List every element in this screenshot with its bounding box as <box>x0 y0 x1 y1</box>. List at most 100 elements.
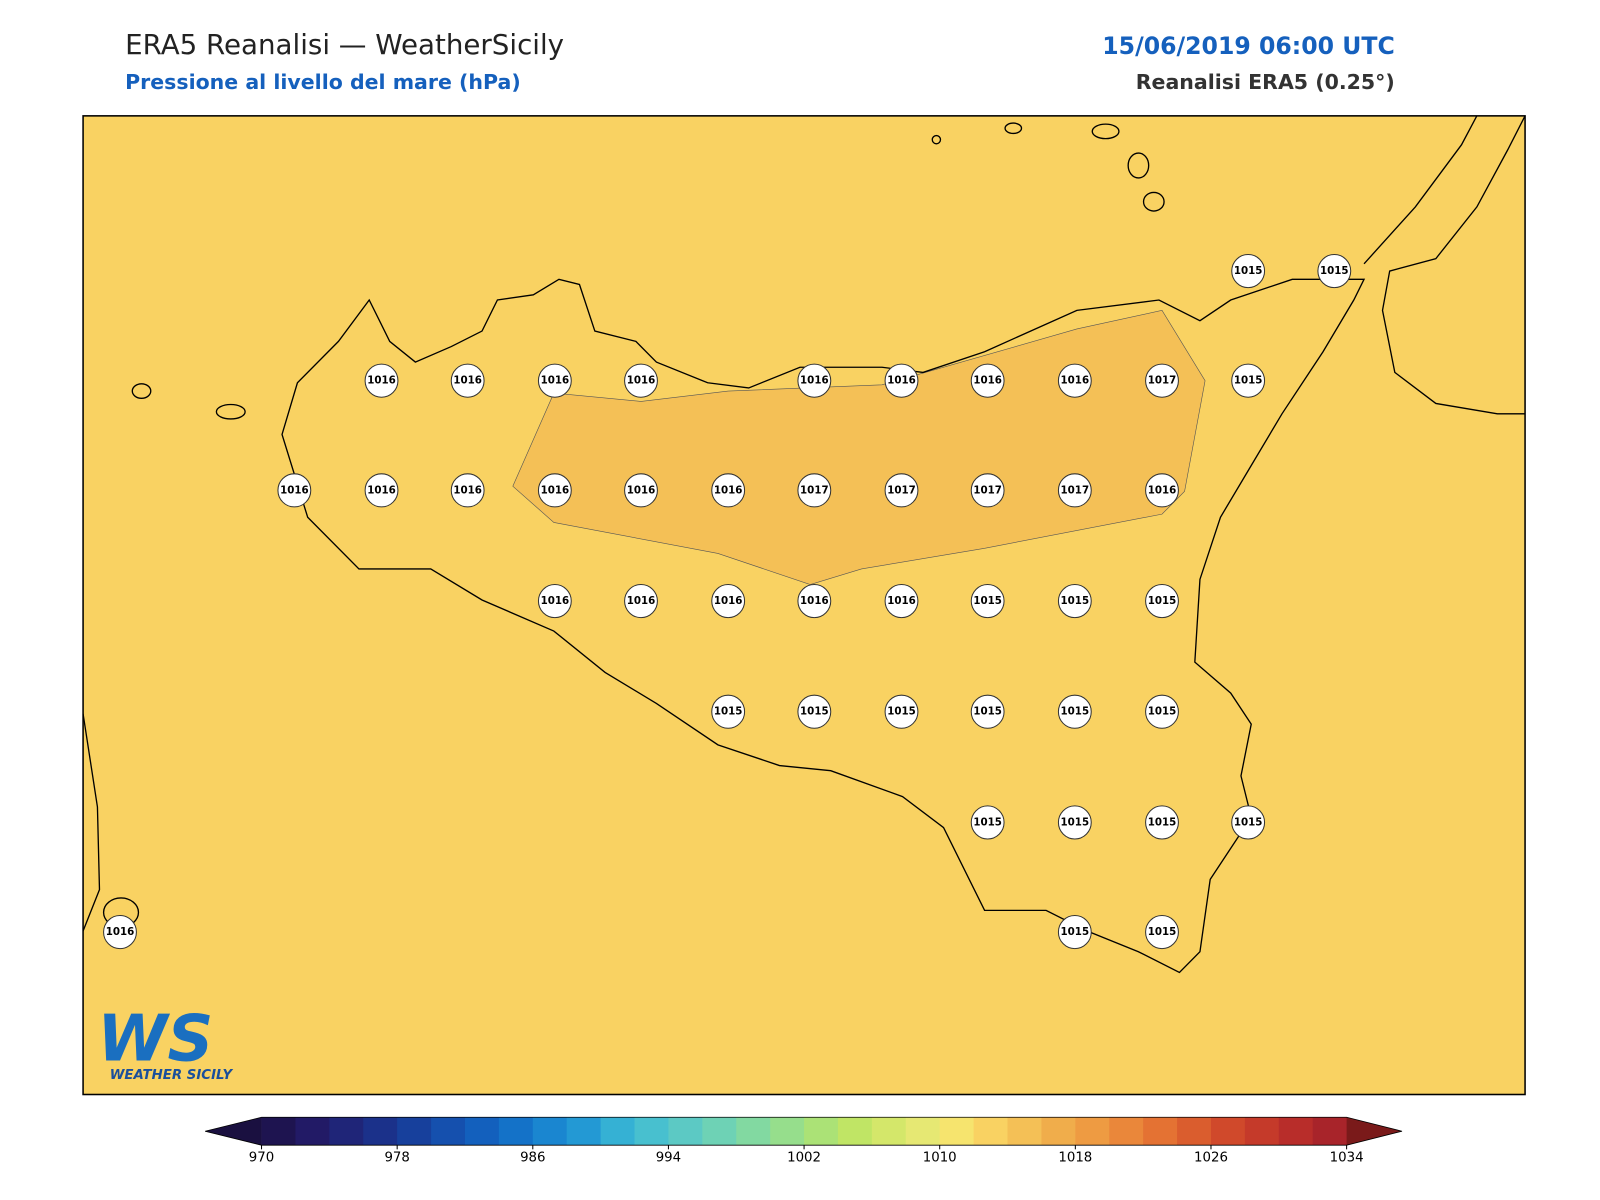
colorbar-tick-label: 1010 <box>923 1151 957 1166</box>
title: ERA5 Reanalisi — WeatherSicily <box>125 28 564 61</box>
station-marker <box>537 473 572 508</box>
colorbar-swatch <box>532 1117 568 1146</box>
station-marker <box>884 583 919 619</box>
station-label: 1016 <box>106 926 135 938</box>
station-marker <box>624 583 658 619</box>
station-marker <box>450 363 485 398</box>
station: 1017 <box>884 473 919 508</box>
station: 1016 <box>364 363 399 398</box>
station: 1015 <box>970 694 1005 729</box>
station-marker <box>1145 473 1179 508</box>
figure-root: ERA5 Reanalisi — WeatherSicily Pressione… <box>82 28 1526 1166</box>
station-label: 1017 <box>1148 375 1177 387</box>
colorbar-tick-label: 1002 <box>787 1151 821 1166</box>
station-label: 1016 <box>800 595 829 607</box>
colorbar-swatch <box>1109 1117 1144 1146</box>
station-label: 1016 <box>973 375 1002 387</box>
station: 1015 <box>1057 583 1092 619</box>
colorbar-swatch <box>397 1117 432 1146</box>
station-label: 1015 <box>1148 595 1177 607</box>
colorbar-tick-label: 1026 <box>1194 1151 1228 1166</box>
station-marker <box>1057 915 1092 950</box>
station-marker <box>1145 915 1179 950</box>
station-marker <box>1145 805 1179 840</box>
island <box>931 134 942 145</box>
station: 1016 <box>797 363 832 398</box>
logo-mark: WS <box>97 1002 213 1076</box>
station-marker <box>797 473 832 508</box>
colorbar-tick-label: 1018 <box>1058 1151 1092 1166</box>
stations: 1015 1015 1016 1016 1016 1016 1016 1016 1016 1016… <box>103 253 1352 950</box>
colorbar-swatch <box>363 1117 398 1146</box>
colorbar-swatch <box>1210 1117 1246 1146</box>
station: 1016 <box>624 473 658 508</box>
source: Reanalisi ERA5 (0.25°) <box>1136 70 1395 94</box>
station: 1015 <box>1145 915 1179 950</box>
calabria-coast <box>1381 115 1526 415</box>
station-label: 1015 <box>1234 265 1263 277</box>
station-label: 1015 <box>973 816 1002 828</box>
station: 1016 <box>450 473 485 508</box>
station-label: 1015 <box>1148 706 1177 718</box>
colorbar-swatch <box>600 1117 636 1146</box>
colorbar-swatch <box>1041 1117 1076 1146</box>
station-label: 1015 <box>973 595 1002 607</box>
station: 1016 <box>797 583 832 619</box>
station: 1016 <box>364 473 399 508</box>
subtitle: Pressione al livello del mare (hPa) <box>125 70 521 94</box>
station-marker <box>364 363 399 398</box>
island <box>131 383 152 399</box>
station-marker <box>277 473 312 508</box>
station: 1016 <box>1057 363 1092 398</box>
station-label: 1015 <box>1061 706 1090 718</box>
station: 1016 <box>711 583 746 619</box>
colorbar-swatch <box>1312 1117 1348 1146</box>
station: 1015 <box>1057 915 1092 950</box>
station-marker <box>537 363 572 398</box>
station-label: 1016 <box>887 595 916 607</box>
station: 1016 <box>1145 473 1179 508</box>
station: 1017 <box>1057 473 1092 508</box>
station-label: 1016 <box>453 484 482 496</box>
station: 1017 <box>797 473 832 508</box>
station-marker <box>711 694 746 729</box>
station-marker <box>103 915 137 950</box>
station: 1016 <box>624 583 658 619</box>
station: 1016 <box>970 363 1005 398</box>
colorbar-swatch <box>566 1117 602 1146</box>
station-marker <box>970 363 1005 398</box>
station-marker <box>797 694 832 729</box>
island <box>1127 152 1150 179</box>
station: 1017 <box>970 473 1005 508</box>
station-label: 1016 <box>627 375 656 387</box>
station-marker <box>1057 473 1092 508</box>
station-label: 1016 <box>453 375 482 387</box>
colorbar-tick-label: 1034 <box>1330 1151 1364 1166</box>
colorbar-swatch <box>431 1117 466 1146</box>
station: 1015 <box>1145 694 1179 729</box>
station-label: 1015 <box>714 706 743 718</box>
colorbar-tick-label: 970 <box>249 1151 274 1166</box>
station-label: 1016 <box>800 375 829 387</box>
station: 1015 <box>1231 805 1266 840</box>
station: 1016 <box>277 473 312 508</box>
station-label: 1015 <box>1061 926 1090 938</box>
station: 1015 <box>884 694 919 729</box>
station-label: 1016 <box>1148 484 1177 496</box>
station: 1015 <box>1231 253 1266 289</box>
station: 1015 <box>1145 805 1179 840</box>
station-marker <box>364 473 399 508</box>
station-label: 1016 <box>280 484 309 496</box>
station-marker <box>537 583 572 619</box>
station-marker <box>1231 805 1266 840</box>
colorbar-swatch <box>770 1117 805 1146</box>
station: 1015 <box>797 694 832 729</box>
station-label: 1015 <box>887 706 916 718</box>
station: 1015 <box>970 805 1005 840</box>
station-marker <box>624 363 658 398</box>
station-label: 1015 <box>1234 375 1263 387</box>
station-label: 1016 <box>887 375 916 387</box>
station-label: 1016 <box>714 595 743 607</box>
station-marker <box>797 363 832 398</box>
